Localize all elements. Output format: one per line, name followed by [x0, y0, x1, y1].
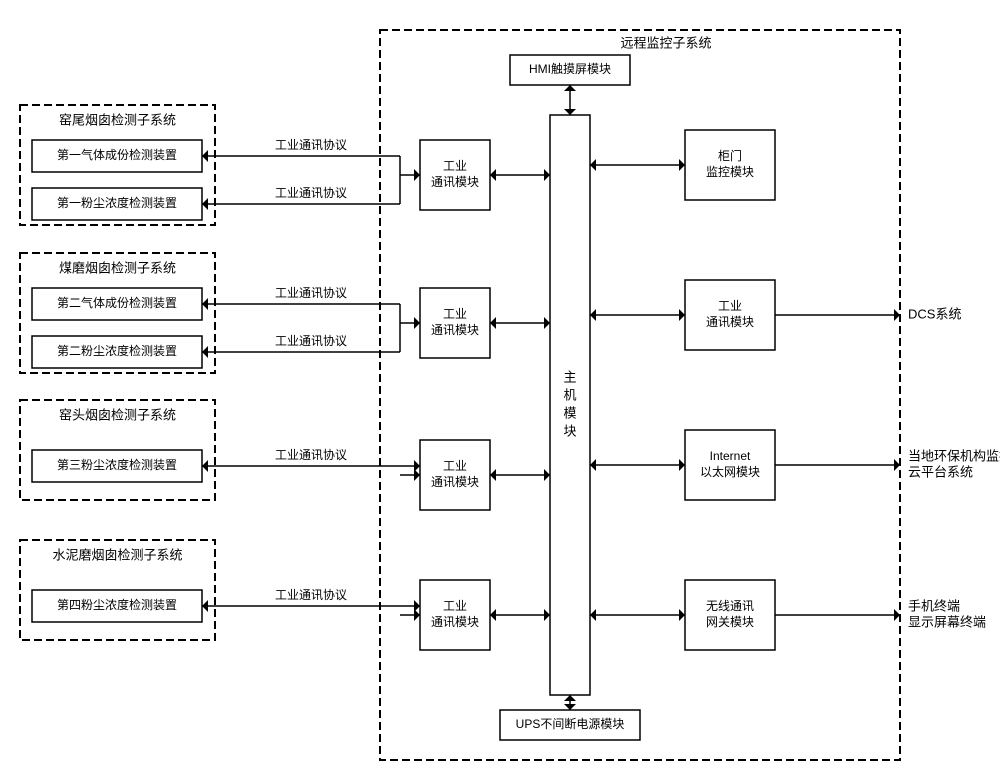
edge-label: 工业通讯协议: [275, 137, 347, 152]
arrowhead: [202, 298, 208, 310]
detector-label: 第四粉尘浓度检测装置: [57, 597, 177, 612]
arrowhead: [590, 609, 596, 621]
group-title: 窑尾烟囱检测子系统: [59, 112, 176, 127]
edge-label: 工业通讯协议: [275, 447, 347, 462]
arrowhead: [544, 317, 550, 329]
arrowhead: [544, 469, 550, 481]
detector-label: 第二气体成份检测装置: [57, 295, 177, 310]
arrowhead: [202, 150, 208, 162]
arrowhead: [564, 109, 576, 115]
arrowhead: [590, 459, 596, 471]
arrowhead: [202, 346, 208, 358]
arrowhead: [414, 317, 420, 329]
right-module-label: 监控模块: [706, 165, 754, 179]
ups-label: UPS不间断电源模块: [516, 716, 625, 731]
arrowhead: [679, 459, 685, 471]
right-module-label: 网关模块: [706, 615, 754, 629]
detector-label: 第一气体成份检测装置: [57, 147, 177, 162]
comm-label: 工业: [443, 599, 467, 613]
right-module-label: 柜门: [718, 148, 742, 163]
arrowhead: [564, 85, 576, 91]
main-group-title: 远程监控子系统: [620, 35, 711, 50]
arrowhead: [679, 309, 685, 321]
arrowhead: [564, 695, 576, 701]
comm-label: 工业: [443, 459, 467, 473]
arrowhead: [202, 460, 208, 472]
arrowhead: [490, 317, 496, 329]
arrowhead: [490, 609, 496, 621]
right-module-label: 无线通讯: [706, 599, 754, 613]
comm-label: 通讯模块: [431, 475, 479, 489]
output-label: 当地环保机构监控系统: [908, 448, 1000, 463]
comm-label: 通讯模块: [431, 323, 479, 337]
output-label: 显示屏幕终端: [908, 614, 986, 629]
comm-label: 通讯模块: [431, 175, 479, 189]
group-title: 煤磨烟囱检测子系统: [59, 260, 176, 275]
edge-label: 工业通讯协议: [275, 333, 347, 348]
arrowhead: [679, 609, 685, 621]
output-label: 云平台系统: [908, 464, 973, 479]
edge-label: 工业通讯协议: [275, 185, 347, 200]
right-module-label: 以太网模块: [700, 464, 760, 479]
hmi-label: HMI触摸屏模块: [529, 62, 611, 76]
detector-label: 第三粉尘浓度检测装置: [57, 457, 177, 472]
host-label-char: 主: [563, 369, 576, 384]
comm-label: 通讯模块: [431, 615, 479, 629]
arrowhead: [202, 600, 208, 612]
group-title: 水泥磨烟囱检测子系统: [52, 547, 182, 562]
arrowhead: [414, 460, 420, 472]
arrowhead: [590, 309, 596, 321]
right-module-label: 通讯模块: [706, 315, 754, 329]
arrowhead: [490, 469, 496, 481]
arrowhead: [490, 169, 496, 181]
host-label-char: 块: [563, 423, 576, 438]
arrowhead: [564, 704, 576, 710]
comm-label: 工业: [443, 307, 467, 321]
arrowhead: [414, 600, 420, 612]
arrowhead: [544, 609, 550, 621]
right-module-label: 工业: [718, 299, 742, 313]
detector-label: 第一粉尘浓度检测装置: [57, 195, 177, 210]
output-label: 手机终端: [908, 598, 960, 613]
arrowhead: [544, 169, 550, 181]
group-title: 窑头烟囱检测子系统: [59, 407, 176, 422]
arrowhead: [590, 159, 596, 171]
right-module-label: Internet: [710, 449, 751, 463]
comm-label: 工业: [443, 159, 467, 173]
edge-label: 工业通讯协议: [275, 587, 347, 602]
arrowhead: [414, 169, 420, 181]
arrowhead: [202, 198, 208, 210]
host-label-char: 模: [563, 405, 576, 420]
arrowhead: [679, 159, 685, 171]
host-label-char: 机: [563, 387, 576, 402]
output-label: DCS系统: [908, 306, 961, 321]
detector-label: 第二粉尘浓度检测装置: [57, 343, 177, 358]
edge-label: 工业通讯协议: [275, 285, 347, 300]
